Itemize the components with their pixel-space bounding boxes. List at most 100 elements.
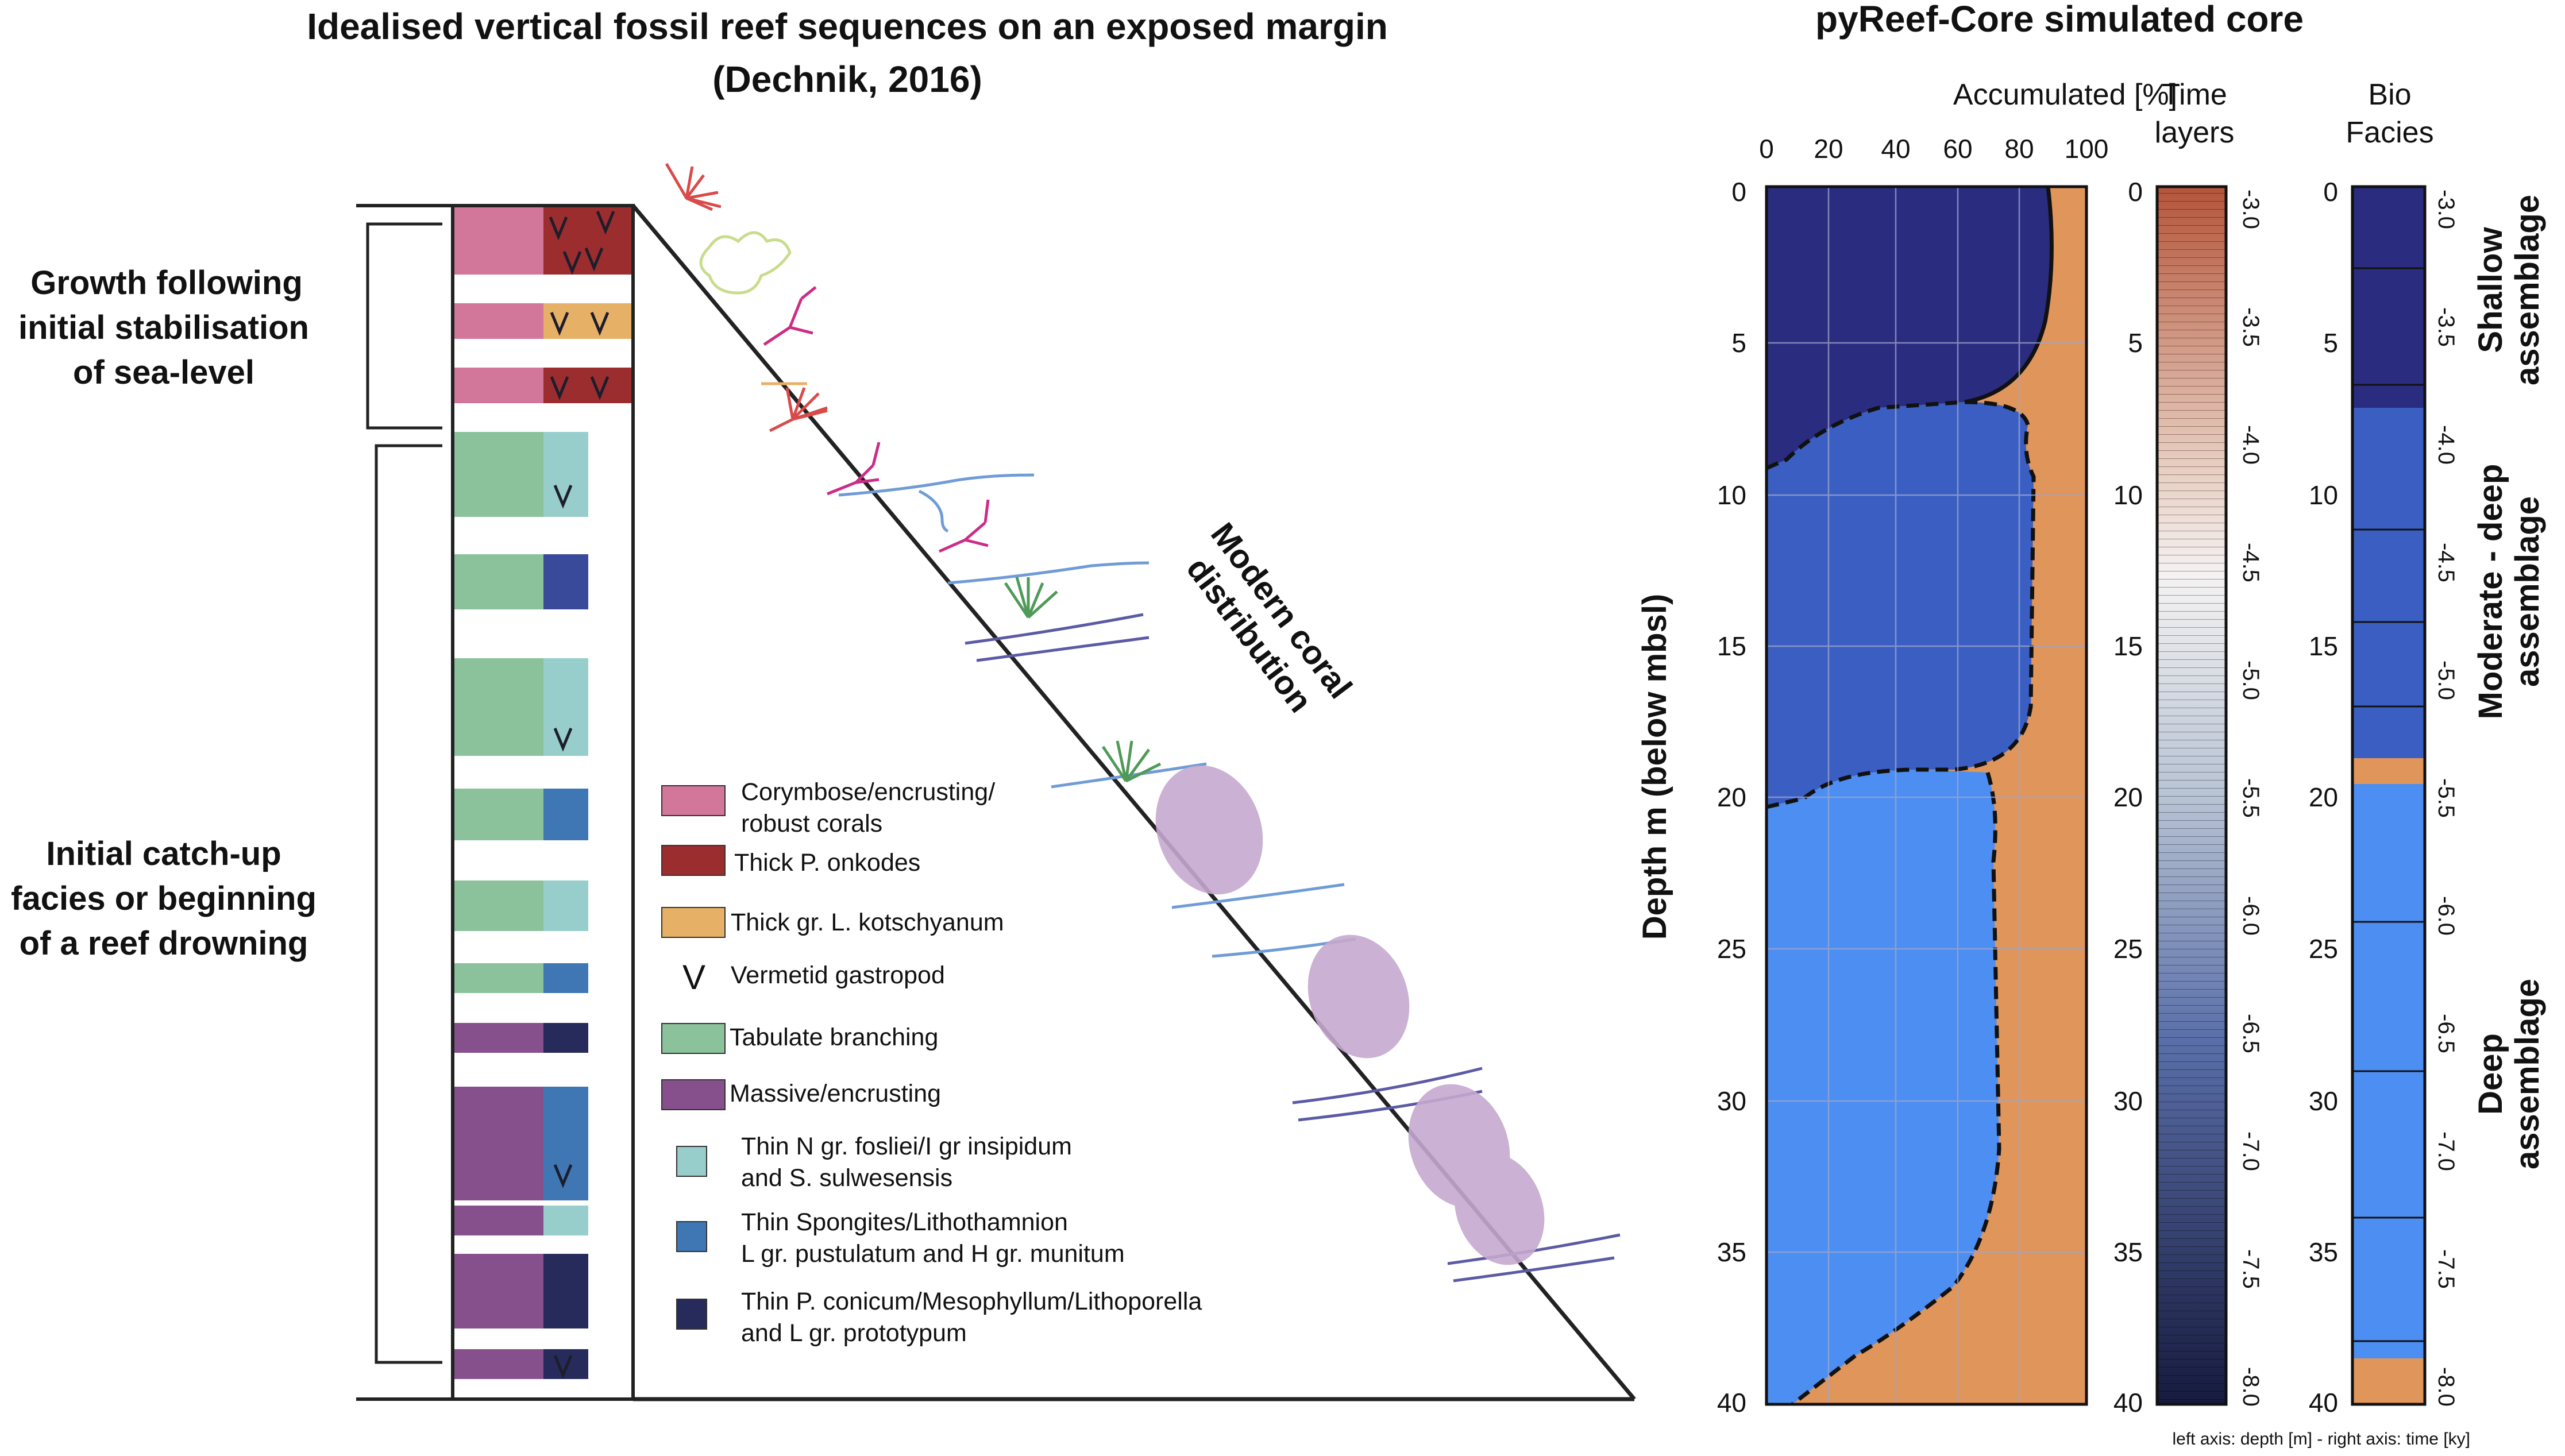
svg-text:V: V (682, 958, 705, 997)
svg-text:-3.0: -3.0 (2433, 190, 2459, 229)
svg-text:Thick gr. L. kotschyanum: Thick gr. L. kotschyanum (731, 909, 1004, 936)
svg-text:35: 35 (2113, 1237, 2143, 1267)
legend-item-corymbose: Corymbose/encrusting/ robust corals (661, 778, 995, 837)
svg-text:0: 0 (2323, 177, 2338, 207)
modern-coral-label: Modern coral distribution (1179, 516, 1359, 719)
svg-text:Massive/encrusting: Massive/encrusting (730, 1080, 941, 1107)
svg-text:Tabulate branching: Tabulate branching (730, 1024, 938, 1051)
legend-item-fosliei: Thin N gr. fosliei/I gr insipidum and S.… (676, 1133, 1072, 1192)
svg-text:20: 20 (2309, 782, 2338, 812)
svg-text:-7.0: -7.0 (2238, 1131, 2263, 1171)
svg-text:15: 15 (1717, 631, 1746, 661)
time-header-1: Time (2162, 78, 2227, 111)
svg-text:30: 30 (2309, 1086, 2338, 1116)
svg-text:10: 10 (1717, 480, 1746, 510)
svg-text:-6.5: -6.5 (2238, 1014, 2263, 1053)
svg-text:-4.0: -4.0 (2433, 425, 2459, 465)
depth-ticks: 0 5 10 15 20 25 30 35 40 (1717, 177, 1746, 1418)
svg-text:Thin Spongites/Lithothamnion: Thin Spongites/Lithothamnion (741, 1208, 1068, 1236)
svg-text:10: 10 (2113, 480, 2143, 510)
svg-text:and S. sulwesensis: and S. sulwesensis (741, 1164, 952, 1192)
coral-illustrations (665, 163, 1621, 1283)
svg-text:-7.5: -7.5 (2433, 1249, 2459, 1289)
svg-text:and L gr. prototypum: and L gr. prototypum (741, 1319, 967, 1347)
svg-text:5: 5 (1731, 328, 1746, 358)
svg-text:30: 30 (2113, 1086, 2143, 1116)
svg-text:100: 100 (2065, 134, 2109, 164)
bio-header-1: Bio (2368, 78, 2411, 111)
svg-text:-5.5: -5.5 (2238, 778, 2263, 818)
svg-text:40: 40 (2113, 1388, 2143, 1418)
bio-age-ticks: -3.0 -3.5 -4.0 -4.5 -5.0 -5.5 -6.0 -6.5 … (2433, 190, 2459, 1407)
svg-text:15: 15 (2113, 631, 2143, 661)
bracket-bottom (375, 444, 442, 1364)
svg-text:-6.0: -6.0 (2238, 896, 2263, 936)
svg-text:25: 25 (1717, 934, 1746, 964)
svg-text:-5.5: -5.5 (2433, 778, 2459, 818)
bio-depth-ticks: 0 5 10 15 20 25 30 35 40 (2309, 177, 2338, 1418)
svg-text:-5.0: -5.0 (2238, 661, 2263, 700)
bracket-top-label-1: Growth following (30, 264, 303, 302)
svg-text:20: 20 (2113, 782, 2143, 812)
svg-text:35: 35 (2309, 1237, 2338, 1267)
bracket-bottom-label-3: of a reef drowning (20, 925, 308, 962)
svg-text:60: 60 (1943, 134, 1972, 164)
svg-text:-3.0: -3.0 (2238, 190, 2263, 229)
svg-text:5: 5 (2128, 328, 2143, 358)
legend-item-kotschyanum: Thick gr. L. kotschyanum (661, 907, 1004, 938)
svg-text:-7.0: -7.0 (2433, 1131, 2459, 1171)
svg-text:Shallow: Shallow (2472, 227, 2509, 353)
massive-coral-blobs (1155, 765, 1545, 1265)
svg-text:80: 80 (2004, 134, 2034, 164)
svg-text:-4.5: -4.5 (2238, 543, 2263, 582)
svg-text:-4.0: -4.0 (2238, 425, 2263, 465)
svg-text:Thick P. onkodes: Thick P. onkodes (734, 849, 920, 876)
svg-text:-6.5: -6.5 (2433, 1014, 2459, 1053)
svg-text:20: 20 (1717, 782, 1746, 812)
legend-item-vermetid: V Vermetid gastropod (682, 958, 945, 997)
svg-text:assemblage: assemblage (2509, 979, 2546, 1169)
svg-text:-8.0: -8.0 (2238, 1367, 2263, 1407)
legend-item-conicum: Thin P. conicum/Mesophyllum/Lithoporella… (676, 1288, 1202, 1347)
svg-text:0: 0 (1731, 177, 1746, 207)
svg-text:25: 25 (2113, 934, 2143, 964)
left-title-line2: (Dechnik, 2016) (712, 59, 982, 100)
svg-text:0: 0 (1759, 134, 1774, 164)
svg-text:10: 10 (2309, 480, 2338, 510)
bracket-top (366, 222, 442, 430)
bio-header-2: Facies (2346, 116, 2433, 149)
svg-text:40: 40 (2309, 1388, 2338, 1418)
svg-text:-5.0: -5.0 (2433, 661, 2459, 700)
core-panel (1765, 185, 2088, 1406)
svg-text:5: 5 (2323, 328, 2338, 358)
svg-text:40: 40 (1881, 134, 1910, 164)
svg-text:20: 20 (1814, 134, 1843, 164)
svg-text:-3.5: -3.5 (2433, 307, 2459, 347)
svg-text:-6.0: -6.0 (2433, 896, 2459, 936)
fossil-column (356, 204, 635, 1401)
legend-item-spongites: Thin Spongites/Lithothamnion L gr. pustu… (676, 1208, 1125, 1268)
depth-axis-label: Depth m (below mbsl) (1636, 594, 1673, 940)
svg-text:35: 35 (1717, 1237, 1746, 1267)
svg-text:30: 30 (1717, 1086, 1746, 1116)
assemblage-deep: Deep assemblage (2472, 979, 2546, 1169)
bio-facies-bar (2351, 185, 2427, 1406)
svg-text:-4.5: -4.5 (2433, 543, 2459, 582)
time-age-ticks: -3.0 -3.5 -4.0 -4.5 -5.0 -5.5 -6.0 -6.5 … (2238, 190, 2263, 1407)
svg-text:-3.5: -3.5 (2238, 307, 2263, 347)
time-header-2: layers (2155, 116, 2235, 149)
accum-header: Accumulated [%] (1953, 78, 2177, 111)
svg-text:Corymbose/encrusting/: Corymbose/encrusting/ (741, 778, 995, 806)
time-depth-ticks: 0 5 10 15 20 25 30 35 40 (2113, 177, 2143, 1418)
svg-text:assemblage: assemblage (2509, 496, 2546, 687)
svg-text:Thin P. conicum/Mesophyllum/Li: Thin P. conicum/Mesophyllum/Lithoporella (741, 1288, 1202, 1315)
svg-text:-7.5: -7.5 (2238, 1249, 2263, 1289)
legend-item-onkodes: Thick P. onkodes (661, 845, 920, 876)
legend-item-massive: Massive/encrusting (661, 1079, 941, 1110)
svg-text:Thin N gr. fosliei/I gr insipi: Thin N gr. fosliei/I gr insipidum (741, 1133, 1072, 1160)
bracket-bottom-label-1: Initial catch-up (46, 835, 281, 872)
bracket-top-label-3: of sea-level (73, 354, 254, 391)
svg-text:robust corals: robust corals (741, 810, 882, 837)
right-title: pyReef-Core simulated core (1815, 0, 2304, 40)
svg-text:Deep: Deep (2472, 1033, 2509, 1115)
